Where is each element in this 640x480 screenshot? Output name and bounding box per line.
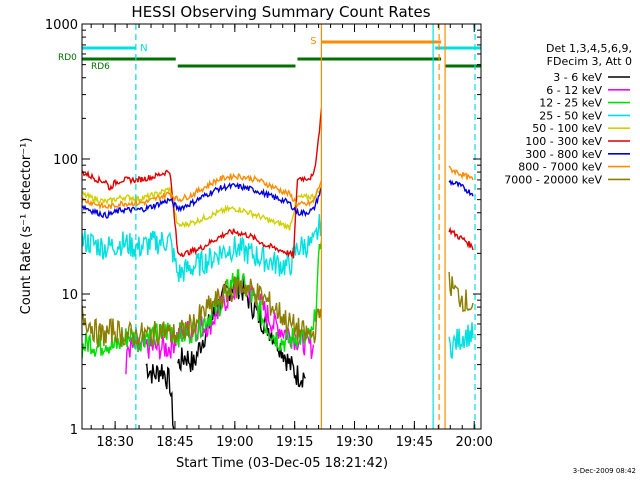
decimation-label: RD6 — [91, 62, 110, 72]
legend-entry-label-2: 12 - 25 keV — [539, 97, 602, 110]
legend-entry-label-5: 100 - 300 keV — [525, 135, 602, 148]
y-axis: 1 10 100 1000 — [45, 18, 481, 438]
night-label: N — [140, 43, 147, 54]
series-line-0-seg-0 — [145, 363, 175, 429]
series-line-8-seg-0 — [82, 276, 323, 349]
legend-entry-label-4: 50 - 100 keV — [532, 122, 602, 135]
x-tick-label-0: 18:30 — [96, 435, 133, 450]
x-tick-label-5: 19:45 — [396, 435, 433, 450]
annotation-layer: S N RD0 RD6 — [58, 24, 481, 429]
x-tick-label-3: 19:15 — [276, 435, 313, 450]
saa-label: S — [310, 36, 316, 47]
x-tick-label-4: 19:30 — [336, 435, 373, 450]
series-line-2-seg-0 — [82, 240, 323, 360]
series-line-5-seg-0 — [82, 108, 323, 259]
plot-frame — [81, 23, 482, 430]
plot-area: S N RD0 RD6 — [58, 24, 481, 429]
x-axis: 18:30 18:45 19:00 19:15 19:30 19:45 20:00 — [90, 24, 493, 450]
attenuator-label: RD0 — [58, 53, 77, 63]
series-line-6-seg-1 — [448, 179, 474, 197]
series-line-7-seg-0 — [82, 172, 323, 211]
legend-entry-label-8: 7000 - 20000 keV — [504, 173, 602, 186]
y-tick-label-3: 1000 — [45, 18, 78, 33]
series-line-8-seg-1 — [448, 271, 474, 313]
chart-title: HESSI Observing Summary Count Rates — [131, 3, 430, 21]
legend-entry-label-6: 300 - 800 keV — [525, 148, 602, 161]
series-line-5-seg-1 — [448, 226, 474, 251]
legend-entry-label-7: 800 - 7000 keV — [518, 161, 602, 174]
series-line-6-seg-0 — [82, 181, 323, 219]
legend-entry-label-3: 25 - 50 keV — [539, 109, 602, 122]
legend-entry-label-0: 3 - 6 keV — [553, 71, 602, 84]
series-line-3-seg-0 — [82, 214, 323, 282]
legend-header-line-1: Det 1,3,4,5,6,9, — [546, 42, 632, 55]
series-line-3-seg-1 — [448, 322, 474, 360]
legend-entry-label-1: 6 - 12 keV — [546, 84, 602, 97]
y-axis-label: Count Rate (s⁻¹ detector⁻¹) — [19, 138, 34, 315]
x-tick-label-6: 20:00 — [455, 435, 492, 450]
y-tick-label-1: 10 — [61, 288, 78, 303]
x-tick-label-2: 19:00 — [216, 435, 253, 450]
series-line-7-seg-1 — [448, 165, 474, 181]
series-line-4-seg-0 — [82, 185, 323, 231]
generation-timestamp: 3-Dec-2009 08:42 — [573, 467, 636, 475]
x-tick-label-1: 18:45 — [156, 435, 193, 450]
series-layer — [82, 108, 474, 429]
legend: Det 1,3,4,5,6,9, FDecim 3, Att 0 3 - 6 k… — [504, 42, 632, 186]
x-axis-label: Start Time (03-Dec-05 18:21:42) — [176, 456, 388, 471]
legend-header-line-2: FDecim 3, Att 0 — [547, 55, 632, 68]
y-tick-label-0: 1 — [70, 423, 78, 438]
y-tick-label-2: 100 — [53, 153, 78, 168]
